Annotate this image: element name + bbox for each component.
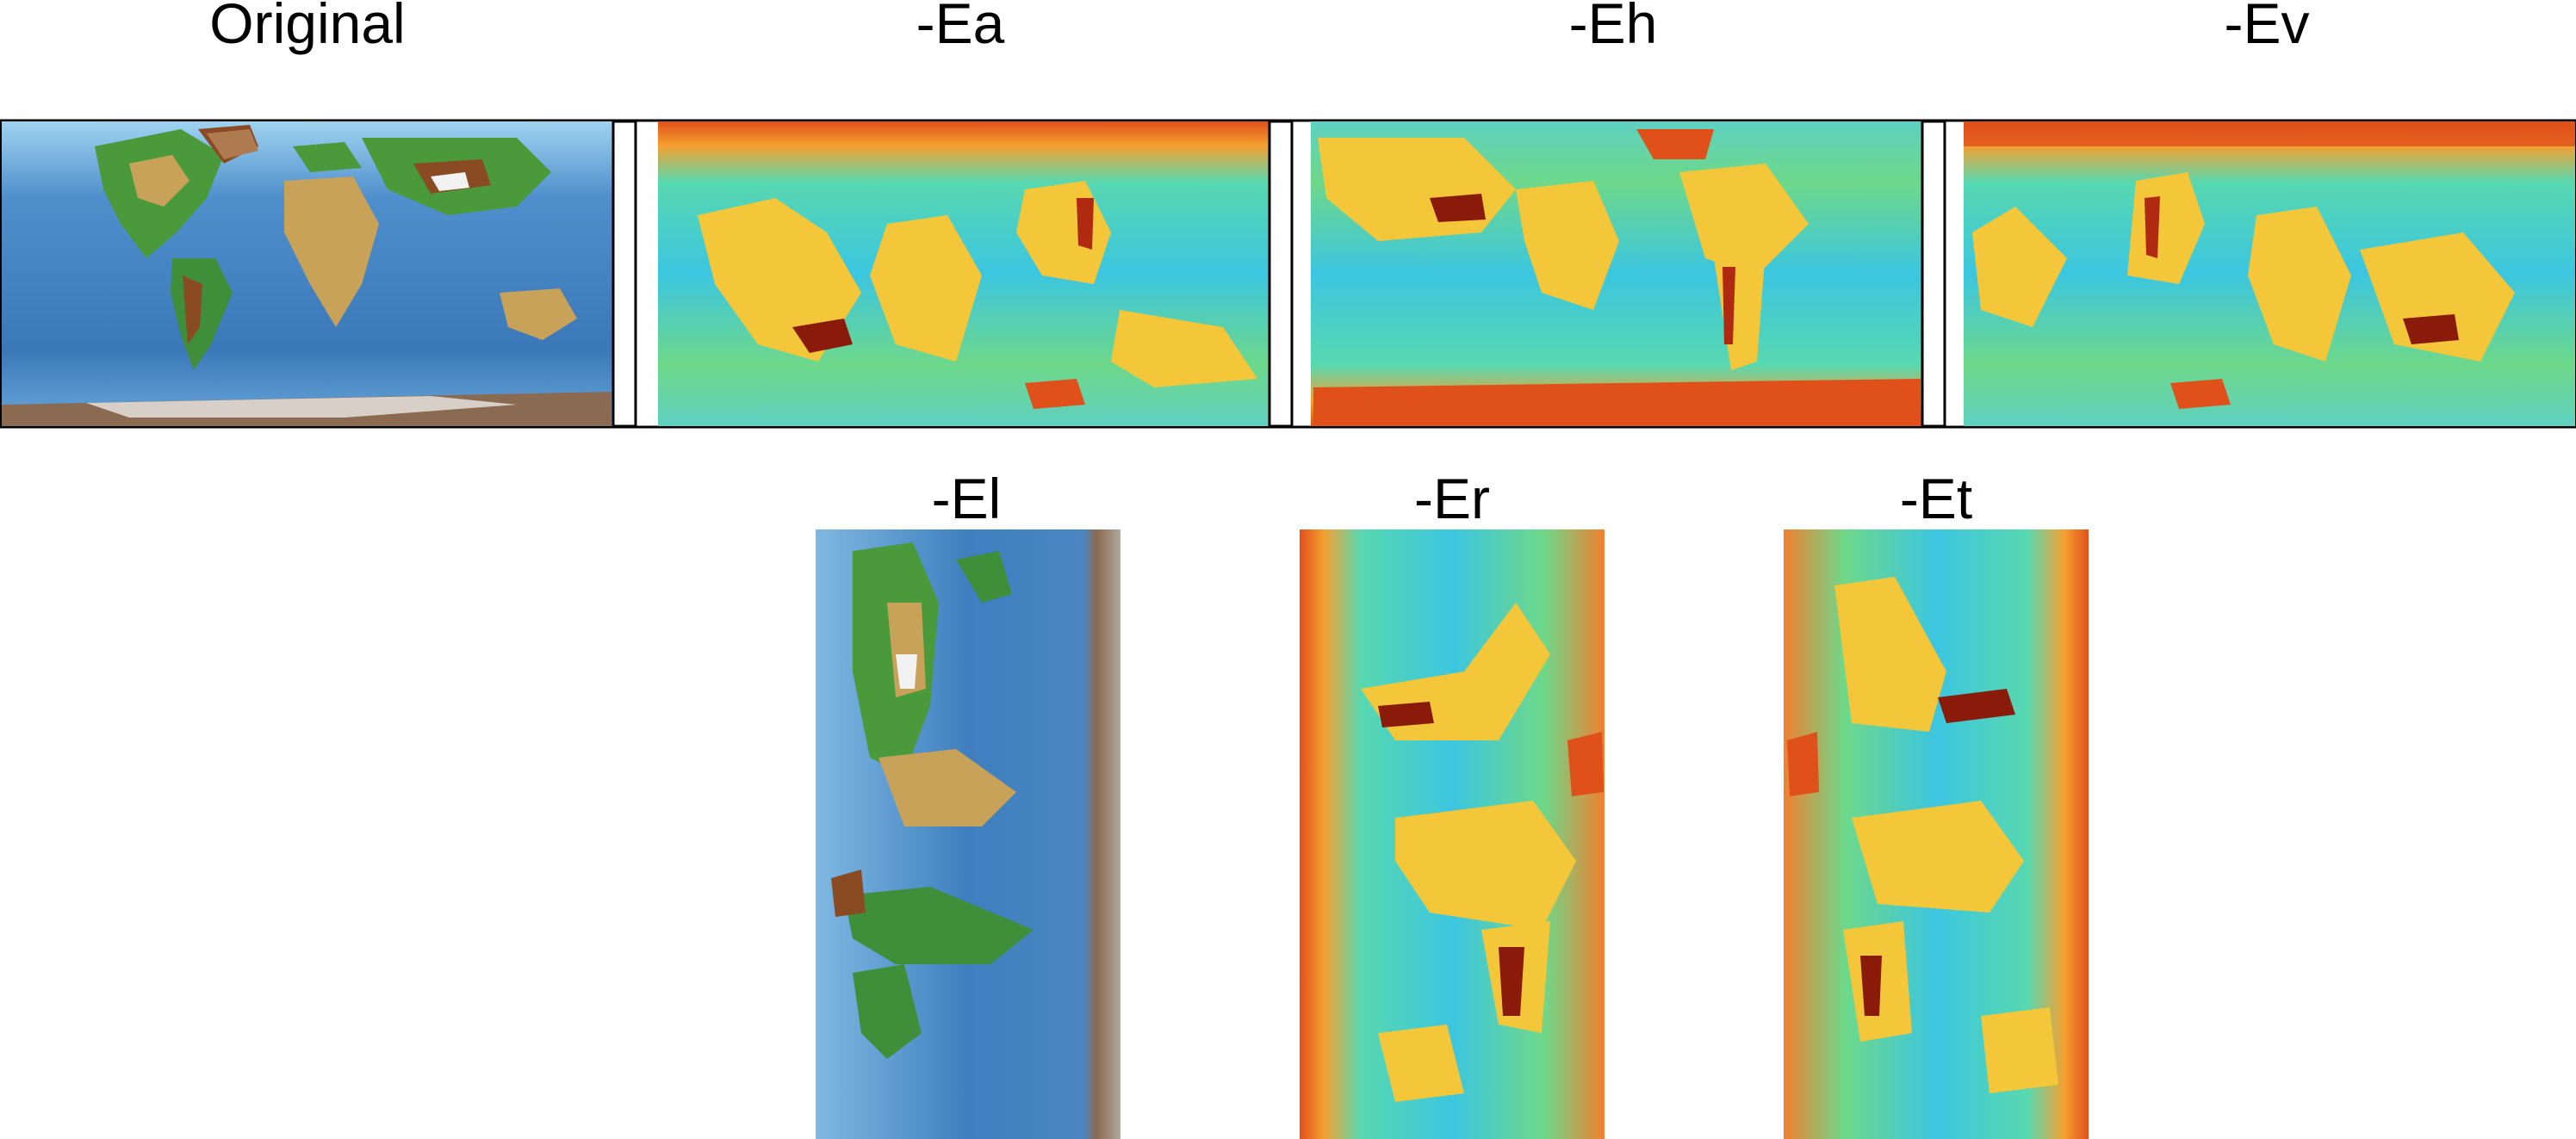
map-et — [1784, 529, 2089, 1139]
panel-title-original: Original — [209, 0, 405, 55]
map-eh — [1311, 121, 1922, 426]
divider-1 — [611, 120, 637, 428]
map-ev — [1964, 121, 2575, 426]
panel-title-ea: -Ea — [916, 0, 1005, 55]
map-original — [2, 121, 613, 426]
panel-title-eh: -Eh — [1569, 0, 1658, 55]
panel-title-et: -Et — [1900, 467, 1972, 530]
map-er — [1300, 529, 1605, 1139]
map-el — [816, 529, 1120, 1139]
panel-title-ev: -Ev — [2225, 0, 2310, 55]
panel-title-el: -El — [932, 467, 1002, 530]
map-ea — [658, 121, 1269, 426]
divider-2 — [1268, 120, 1294, 428]
divider-3 — [1921, 120, 1946, 428]
panel-title-er: -Er — [1414, 467, 1490, 530]
